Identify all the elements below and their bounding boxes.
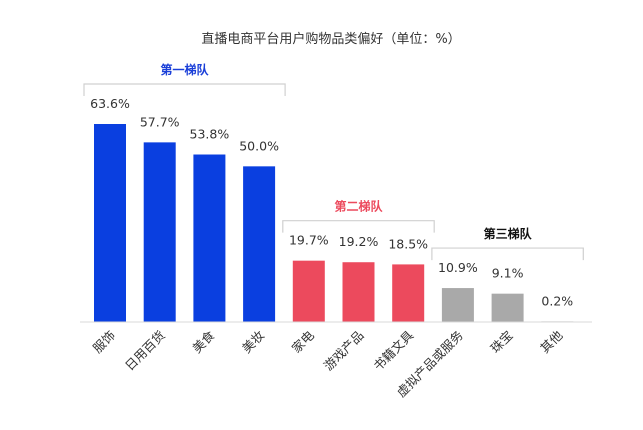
value-label-2: 53.8% bbox=[190, 127, 230, 142]
bar-5 bbox=[342, 262, 375, 322]
tier-bracket-1 bbox=[282, 220, 435, 233]
tier-label-2: 第三梯队 bbox=[484, 226, 533, 241]
value-label-1: 57.7% bbox=[140, 114, 180, 129]
bar-4 bbox=[292, 260, 325, 322]
bar-3 bbox=[243, 166, 276, 322]
value-label-3: 50.0% bbox=[239, 138, 279, 153]
category-label-5: 游戏产品 bbox=[321, 328, 367, 374]
value-label-5: 19.2% bbox=[339, 234, 379, 249]
category-label-9: 其他 bbox=[537, 327, 566, 356]
bar-7 bbox=[441, 288, 474, 322]
bar-1 bbox=[143, 142, 176, 322]
value-label-0: 63.6% bbox=[90, 96, 130, 111]
bar-2 bbox=[193, 154, 226, 322]
bar-8 bbox=[491, 293, 524, 322]
value-label-4: 19.7% bbox=[289, 233, 329, 248]
value-label-9: 0.2% bbox=[541, 293, 573, 308]
category-label-6: 书籍文具 bbox=[370, 327, 416, 373]
bar-6 bbox=[392, 264, 425, 322]
tier-label-1: 第二梯队 bbox=[334, 199, 383, 214]
category-label-3: 美妆 bbox=[239, 328, 267, 356]
value-label-6: 18.5% bbox=[388, 236, 428, 251]
category-label-8: 珠宝 bbox=[487, 328, 515, 356]
value-label-8: 9.1% bbox=[492, 266, 524, 281]
category-label-0: 服饰 bbox=[90, 328, 118, 356]
value-label-7: 10.9% bbox=[438, 260, 478, 275]
value-labels: 63.6% 57.7% 53.8% 50.0% 19.7% 19.2% 18.5% 10.9%… bbox=[90, 96, 573, 308]
bar-0 bbox=[94, 124, 126, 322]
chart-title: 直播电商平台用户购物品类偏好（单位：%） bbox=[201, 31, 460, 47]
tier-bracket-2 bbox=[431, 247, 584, 261]
category-label-1: 日用百货 bbox=[122, 328, 168, 374]
bars bbox=[94, 124, 574, 322]
category-label-2: 美食 bbox=[189, 327, 218, 356]
tier-label-0: 第一梯队 bbox=[161, 62, 210, 77]
tier-bracket-0 bbox=[83, 83, 286, 96]
category-label-4: 家电 bbox=[289, 327, 318, 356]
